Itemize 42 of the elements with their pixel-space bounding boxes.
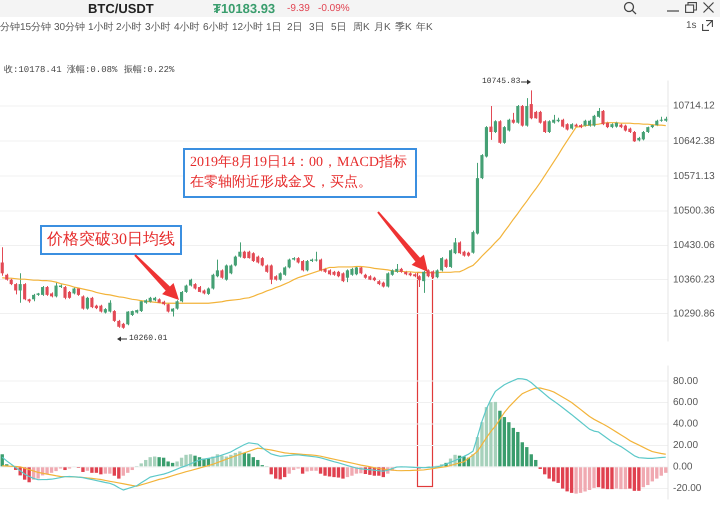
y-tick-label: 10571.13 bbox=[673, 170, 716, 182]
text: 分钟 bbox=[0, 20, 20, 34]
text: 收:10178.41 bbox=[4, 64, 62, 76]
text: 3小时 bbox=[145, 20, 171, 34]
text: 月K bbox=[374, 21, 391, 34]
text: 振幅:0.22% bbox=[124, 64, 174, 76]
y-tick-label: 0.00 bbox=[673, 462, 693, 473]
y-tick-label: 80.00 bbox=[673, 376, 698, 387]
y-tick-label: 10430.06 bbox=[673, 240, 716, 252]
chart-title: BTC/USDT bbox=[88, 1, 154, 16]
text: 2小时 bbox=[116, 20, 142, 34]
y-tick-label: 10360.23 bbox=[673, 274, 716, 286]
text: 15分钟 bbox=[20, 20, 52, 34]
y-tick-label: 20.00 bbox=[673, 440, 698, 452]
y-tick-label: -20.00 bbox=[673, 483, 702, 494]
y-tick-label: 40.00 bbox=[673, 418, 698, 430]
text: 1小时 bbox=[88, 20, 114, 34]
annotation: 10745.83 bbox=[482, 77, 520, 86]
text: 12小时 bbox=[232, 20, 264, 34]
text: 2日 bbox=[287, 21, 303, 34]
text: 周K bbox=[353, 21, 370, 34]
text: 季K bbox=[395, 20, 412, 34]
text: 1s bbox=[686, 20, 697, 31]
text: 6小时 bbox=[203, 20, 229, 34]
annotation: 2019年8月19日14：00，MACD指标在零轴附近形成金叉，买点。 bbox=[183, 148, 417, 198]
text: -0.09% bbox=[318, 3, 350, 14]
y-tick-label: 10290.86 bbox=[673, 308, 716, 320]
y-tick-label: 10500.36 bbox=[673, 206, 716, 217]
text: 3日 bbox=[309, 21, 325, 34]
y-tick-label: 10642.38 bbox=[673, 136, 716, 147]
text: 年K bbox=[416, 21, 433, 34]
text: 30分钟 bbox=[54, 20, 86, 34]
text: 4小时 bbox=[174, 20, 200, 34]
y-tick-label: 60.00 bbox=[673, 397, 698, 408]
text: -9.39 bbox=[287, 3, 310, 14]
text: 5日 bbox=[331, 21, 347, 34]
text: 1日 bbox=[266, 21, 282, 34]
annotation: 价格突破30日均线 bbox=[40, 225, 182, 255]
annotation: 10260.01 bbox=[129, 334, 168, 343]
text: 涨幅:0.08% bbox=[67, 64, 118, 76]
text: ₮10183.93 bbox=[213, 1, 276, 16]
y-tick-label: 10714.12 bbox=[673, 100, 716, 112]
